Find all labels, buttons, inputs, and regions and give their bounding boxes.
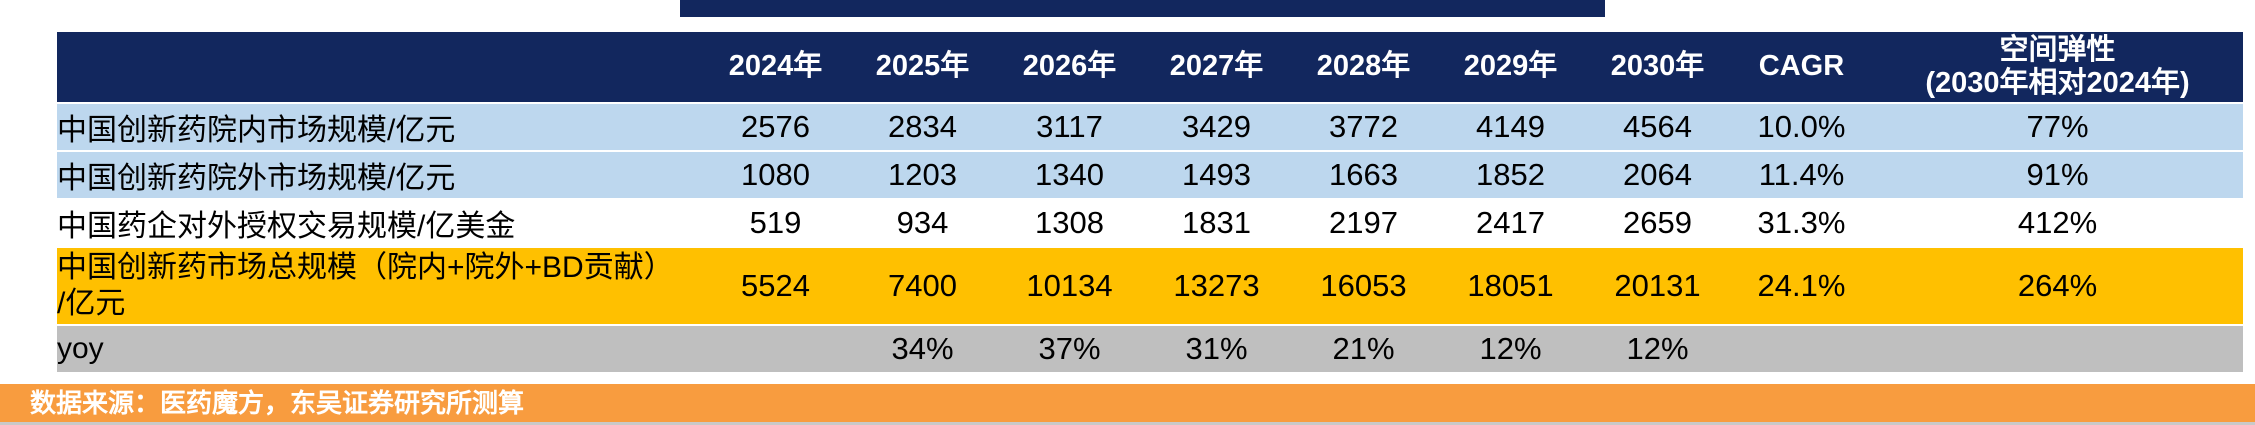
source-bar: 数据来源：医药魔方，东吴证券研究所测算 xyxy=(0,384,2255,422)
column-header-2026: 2026年 xyxy=(996,32,1143,104)
data-cell: 2064 xyxy=(1584,151,1731,200)
data-cell: 1203 xyxy=(849,151,996,200)
data-cell: 1663 xyxy=(1290,151,1437,200)
data-cell: 2659 xyxy=(1584,199,1731,248)
data-cell: 519 xyxy=(702,199,849,248)
data-cell: 3772 xyxy=(1290,103,1437,152)
table-row-inhospital: 中国创新药院内市场规模/亿元 2576 2834 3117 3429 3772 … xyxy=(57,103,2243,152)
column-header-label xyxy=(57,32,702,104)
data-cell: 7400 xyxy=(849,247,996,326)
column-header-2030: 2030年 xyxy=(1584,32,1731,104)
column-header-2028: 2028年 xyxy=(1290,32,1437,104)
data-cell xyxy=(702,325,849,374)
row-label: 中国创新药院内市场规模/亿元 xyxy=(57,103,702,152)
data-cell: 20131 xyxy=(1584,247,1731,326)
column-header-2027: 2027年 xyxy=(1143,32,1290,104)
top-accent-bar xyxy=(680,0,1605,17)
column-header-cagr: CAGR xyxy=(1731,32,1872,104)
data-cell: 4149 xyxy=(1437,103,1584,152)
table-header-row: 2024年 2025年 2026年 2027年 2028年 2029年 2030… xyxy=(57,32,2243,104)
data-cell: 1852 xyxy=(1437,151,1584,200)
data-cell: 77% xyxy=(1872,103,2243,152)
data-cell: 1831 xyxy=(1143,199,1290,248)
data-cell: 2834 xyxy=(849,103,996,152)
column-header-elasticity: 空间弹性 (2030年相对2024年) xyxy=(1872,32,2243,104)
data-cell: 21% xyxy=(1290,325,1437,374)
data-cell: 3117 xyxy=(996,103,1143,152)
data-cell: 2197 xyxy=(1290,199,1437,248)
bottom-divider xyxy=(0,422,2255,425)
data-cell: 34% xyxy=(849,325,996,374)
row-label: 中国创新药市场总规模（院内+院外+BD贡献） /亿元 xyxy=(57,247,702,326)
data-cell: 16053 xyxy=(1290,247,1437,326)
row-label: 中国创新药院外市场规模/亿元 xyxy=(57,151,702,200)
data-cell: 13273 xyxy=(1143,247,1290,326)
data-cell: 2417 xyxy=(1437,199,1584,248)
table-row-total-market: 中国创新药市场总规模（院内+院外+BD贡献） /亿元 5524 7400 101… xyxy=(57,247,2243,326)
data-cell: 2576 xyxy=(702,103,849,152)
data-cell: 5524 xyxy=(702,247,849,326)
data-cell xyxy=(1872,325,2243,374)
data-cell: 1308 xyxy=(996,199,1143,248)
row-label: 中国药企对外授权交易规模/亿美金 xyxy=(57,199,702,248)
data-cell: 264% xyxy=(1872,247,2243,326)
column-header-2024: 2024年 xyxy=(702,32,849,104)
data-cell: 12% xyxy=(1437,325,1584,374)
data-cell: 31% xyxy=(1143,325,1290,374)
table-row-outhospital: 中国创新药院外市场规模/亿元 1080 1203 1340 1493 1663 … xyxy=(57,151,2243,200)
data-cell: 37% xyxy=(996,325,1143,374)
data-cell: 412% xyxy=(1872,199,2243,248)
data-cell: 1080 xyxy=(702,151,849,200)
data-cell: 3429 xyxy=(1143,103,1290,152)
data-cell: 10134 xyxy=(996,247,1143,326)
data-cell xyxy=(1731,325,1872,374)
market-size-table: 2024年 2025年 2026年 2027年 2028年 2029年 2030… xyxy=(57,32,2243,374)
row-label: yoy xyxy=(57,325,702,374)
data-cell: 24.1% xyxy=(1731,247,1872,326)
data-cell: 91% xyxy=(1872,151,2243,200)
data-cell: 1340 xyxy=(996,151,1143,200)
data-cell: 18051 xyxy=(1437,247,1584,326)
data-cell: 11.4% xyxy=(1731,151,1872,200)
column-header-2029: 2029年 xyxy=(1437,32,1584,104)
data-cell: 12% xyxy=(1584,325,1731,374)
table-row-yoy: yoy 34% 37% 31% 21% 12% 12% xyxy=(57,325,2243,374)
data-cell: 4564 xyxy=(1584,103,1731,152)
data-cell: 1493 xyxy=(1143,151,1290,200)
data-cell: 934 xyxy=(849,199,996,248)
column-header-2025: 2025年 xyxy=(849,32,996,104)
data-cell: 31.3% xyxy=(1731,199,1872,248)
source-text: 数据来源：医药魔方，东吴证券研究所测算 xyxy=(30,388,525,418)
table-row-bd-licensing: 中国药企对外授权交易规模/亿美金 519 934 1308 1831 2197 … xyxy=(57,199,2243,248)
data-cell: 10.0% xyxy=(1731,103,1872,152)
